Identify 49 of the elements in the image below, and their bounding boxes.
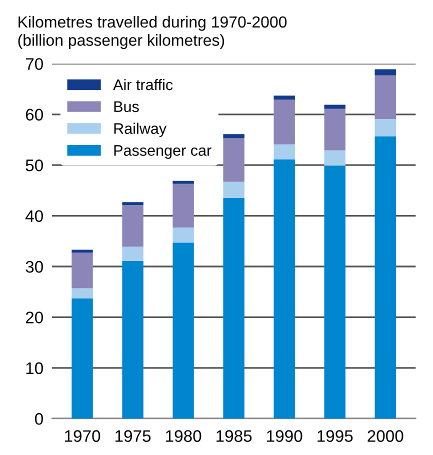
bar [72, 298, 93, 419]
x-tick-label: 1975 [116, 430, 151, 442]
bar [374, 69, 396, 76]
bar [172, 180, 194, 184]
bar [122, 205, 144, 247]
x-tick-label: 1995 [318, 430, 353, 442]
y-tick-label: 50 [26, 160, 43, 172]
bar [223, 198, 244, 419]
x-tick-label: 2000 [368, 430, 404, 442]
bar [274, 100, 295, 144]
bar [72, 250, 93, 253]
chart-title: Kilometres travelled during 1970-2000 [18, 16, 287, 31]
bar [122, 202, 144, 206]
bar [72, 288, 93, 298]
bar [274, 96, 295, 100]
y-tick-label: 10 [26, 362, 43, 374]
legend-label: Passenger car [114, 145, 212, 159]
bar [324, 166, 346, 419]
bar [72, 252, 93, 288]
legend-label: Air traffic [113, 78, 173, 90]
y-tick-label: 40 [25, 210, 43, 222]
bar [374, 75, 396, 119]
y-tick-label: 60 [26, 108, 43, 121]
legend-label: Bus [114, 101, 139, 112]
y-tick-label: 30 [26, 260, 43, 273]
bar [172, 184, 194, 228]
y-tick-label: 70 [26, 58, 43, 70]
y-tick-label: 20 [26, 312, 43, 324]
chart-subtitle: (billion passenger kilometres) [18, 34, 224, 50]
y-tick-label: 0 [35, 413, 43, 425]
bar [172, 227, 194, 243]
bar [122, 246, 144, 261]
legend-label: Railway [114, 122, 167, 137]
bar [324, 104, 346, 109]
bar [122, 260, 144, 419]
bar [223, 134, 244, 138]
bar [223, 182, 244, 198]
bar [324, 108, 346, 150]
x-tick-label: 1980 [166, 430, 202, 442]
bar [274, 160, 295, 419]
bar [223, 138, 244, 182]
x-tick-label: 1985 [216, 430, 252, 442]
bar [374, 136, 396, 419]
bar [172, 242, 194, 419]
bar [274, 144, 295, 160]
x-tick-label: 1970 [65, 430, 100, 442]
bar [374, 118, 396, 136]
bar [324, 150, 346, 166]
x-tick-label: 1990 [267, 430, 302, 442]
